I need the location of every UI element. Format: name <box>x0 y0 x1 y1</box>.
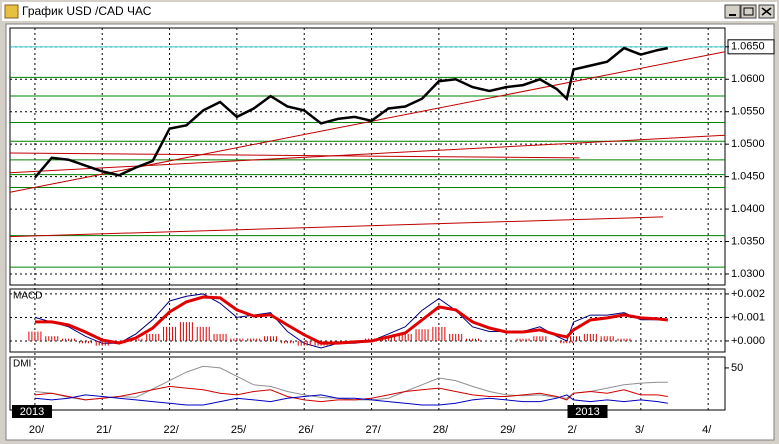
close-glyph <box>761 7 772 16</box>
year-badge <box>567 405 608 418</box>
pane-title: DMI <box>13 359 31 370</box>
y-tick-label: +0.002 <box>731 288 765 300</box>
x-tick-label: 25/ <box>231 424 247 436</box>
plots: 20/21/22/25/26/27/28/29/2/3/4/2013 2013 1.… <box>9 27 775 436</box>
y-tick-label: 1.0400 <box>731 203 765 215</box>
year-label: 2013 <box>575 406 599 418</box>
pane-title: MACD <box>13 291 42 302</box>
x-tick-label: 26/ <box>298 424 314 436</box>
trend-line <box>9 152 580 159</box>
x-tick-label: 28/ <box>433 424 449 436</box>
y-tick-label: 50 <box>731 362 743 374</box>
series-line <box>34 295 668 345</box>
year-label: 2013 <box>20 406 44 418</box>
price-badge <box>727 39 775 55</box>
series-line <box>33 46 669 179</box>
x-tick-label: 4/ <box>702 424 712 436</box>
title-bar <box>2 2 777 21</box>
x-tick-label: 27/ <box>366 424 382 436</box>
y-tick-label: 1.0300 <box>731 268 765 280</box>
pane-frame <box>9 27 726 286</box>
pane-frame <box>9 356 726 411</box>
x-tick-label: 3/ <box>635 424 645 436</box>
pane-frame <box>9 288 726 353</box>
window-title: График USD /CAD ЧАС <box>22 4 152 18</box>
y-tick-label: 1.0450 <box>731 171 765 183</box>
minimize-button[interactable] <box>724 4 741 19</box>
year-badge <box>12 405 52 418</box>
y-tick-label: 1.0650 <box>731 41 765 53</box>
x-tick-label: 21/ <box>96 424 112 436</box>
series-line <box>34 365 668 401</box>
x-tick-label: 29/ <box>500 424 516 436</box>
chart-area <box>5 23 775 441</box>
y-tick-label: +0.000 <box>731 335 765 347</box>
y-tick-label: +0.001 <box>731 311 765 323</box>
window-icon <box>4 4 19 19</box>
x-tick-label: 22/ <box>164 424 180 436</box>
maximize-button[interactable] <box>740 4 757 19</box>
x-tick-label: 20/ <box>29 424 45 436</box>
y-tick-label: 1.0600 <box>731 73 765 85</box>
series-line <box>34 394 668 406</box>
trend-line <box>9 216 664 238</box>
y-tick-label: 1.0350 <box>731 235 765 247</box>
y-tick-label: 1.0550 <box>731 106 765 118</box>
x-tick-label: 2/ <box>568 424 578 436</box>
trend-line <box>9 134 726 174</box>
trend-line <box>9 51 726 193</box>
y-tick-label: 1.0500 <box>731 138 765 150</box>
maximize-glyph <box>743 7 754 16</box>
